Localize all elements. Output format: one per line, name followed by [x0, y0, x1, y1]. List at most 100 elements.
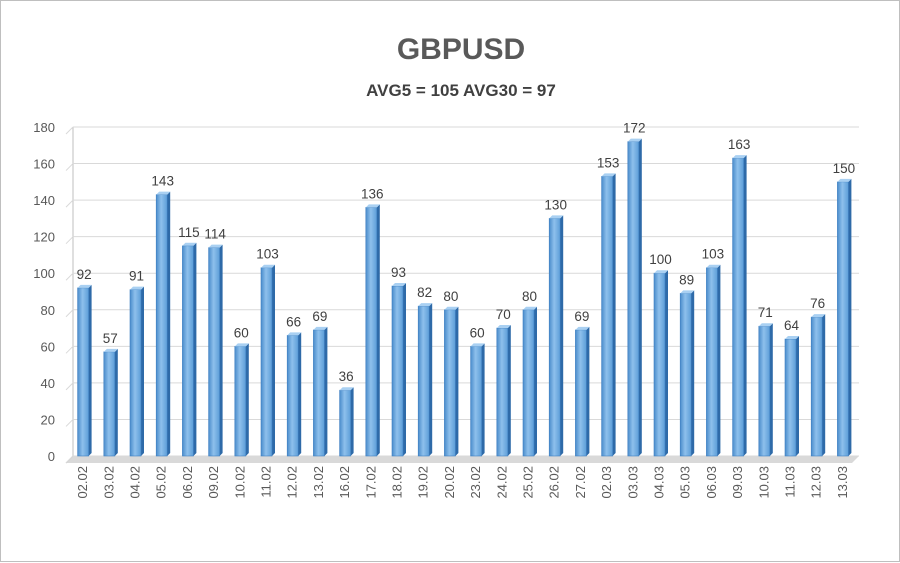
bar-side — [691, 290, 695, 456]
bar-top — [287, 332, 302, 336]
data-label: 172 — [623, 121, 646, 136]
data-label: 82 — [417, 285, 432, 300]
x-tick-label: 10.02 — [232, 466, 247, 499]
bar-side — [560, 215, 564, 456]
bar — [339, 389, 351, 457]
y-tick-label: 0 — [48, 449, 55, 464]
x-tick-label: 06.02 — [180, 466, 195, 499]
x-tick-label: 05.02 — [154, 466, 169, 499]
bar-side — [429, 303, 433, 456]
data-label: 150 — [833, 161, 856, 176]
x-tick-label: 05.03 — [678, 466, 693, 499]
bar — [837, 181, 849, 457]
bar-top — [627, 138, 642, 142]
data-label: 80 — [522, 289, 537, 304]
bar — [129, 289, 142, 457]
x-tick-label: 23.02 — [468, 466, 483, 499]
data-label: 60 — [234, 325, 249, 340]
x-tick-label: 12.03 — [809, 466, 824, 499]
gridline-depth — [65, 199, 74, 208]
gridline-depth — [65, 272, 74, 281]
y-tick-label: 180 — [33, 120, 55, 135]
bar — [653, 272, 666, 457]
bar-side — [665, 270, 668, 456]
x-tick-label: 03.03 — [625, 466, 640, 499]
x-tick-label: 09.02 — [206, 466, 221, 499]
data-label: 91 — [129, 269, 144, 284]
x-tick-label: 10.03 — [756, 466, 771, 499]
data-label: 36 — [339, 369, 354, 384]
data-label: 136 — [361, 186, 384, 201]
bar-top — [365, 204, 380, 208]
x-tick-label: 24.02 — [494, 466, 509, 499]
gridline-depth — [65, 382, 74, 391]
x-tick-label: 13.02 — [311, 466, 326, 499]
bar — [77, 287, 89, 457]
data-label: 103 — [702, 247, 725, 262]
bar — [444, 309, 456, 457]
bar-side — [272, 264, 275, 456]
x-tick-label: 03.02 — [101, 466, 116, 499]
bar — [234, 346, 247, 457]
bar-top — [654, 270, 668, 274]
bar-top — [785, 336, 799, 340]
bar-top — [758, 323, 773, 327]
data-label: 93 — [391, 265, 406, 280]
gridline-depth — [65, 126, 74, 135]
data-label: 64 — [784, 318, 800, 333]
y-tick-label: 80 — [41, 303, 55, 318]
bar-top — [811, 314, 826, 318]
bar-top — [523, 306, 537, 310]
bar-side — [88, 284, 92, 456]
bar — [601, 176, 613, 457]
bar-top — [575, 326, 590, 330]
gridline-depth — [65, 163, 74, 171]
bar-top — [470, 343, 485, 347]
bar — [575, 329, 587, 457]
data-label: 80 — [443, 289, 458, 304]
bar — [182, 245, 194, 457]
bar-side — [324, 326, 328, 456]
chart-title: GBPUSD — [397, 33, 525, 66]
gridline-depth — [65, 345, 74, 354]
x-tick-label: 19.02 — [416, 466, 431, 499]
bar-top — [182, 242, 197, 246]
bar-top — [601, 173, 616, 177]
bar-top — [313, 326, 328, 330]
data-label: 92 — [77, 267, 92, 282]
x-tick-label: 11.03 — [783, 466, 798, 498]
x-tick-label: 26.02 — [547, 466, 562, 499]
bar-top — [77, 284, 92, 288]
bar-top — [549, 215, 564, 219]
bar-top — [208, 244, 223, 248]
data-label: 60 — [470, 325, 485, 340]
bar-side — [193, 242, 197, 456]
gridline-depth — [65, 236, 74, 245]
data-label: 143 — [151, 174, 174, 189]
x-tick-label: 17.02 — [363, 466, 378, 499]
bar-side — [376, 204, 380, 456]
bar-side — [848, 178, 852, 457]
data-label: 100 — [649, 252, 672, 267]
bar — [103, 351, 116, 457]
bar-side — [507, 325, 511, 456]
x-tick-label: 02.02 — [75, 466, 90, 499]
bars — [77, 138, 852, 457]
bar-top — [706, 264, 721, 268]
bar-side — [298, 332, 302, 456]
bar — [260, 267, 273, 457]
x-tick-label: 27.02 — [573, 466, 588, 499]
bar-side — [403, 283, 406, 456]
bar — [627, 141, 640, 457]
bar-top — [392, 283, 406, 287]
x-tick-label: 11.02 — [259, 466, 274, 498]
bar — [155, 194, 168, 457]
bar-side — [141, 286, 144, 456]
bar — [706, 267, 718, 457]
bar-top — [837, 178, 852, 182]
bar — [548, 218, 561, 457]
data-label: 163 — [728, 137, 751, 152]
bar-top — [496, 325, 511, 329]
